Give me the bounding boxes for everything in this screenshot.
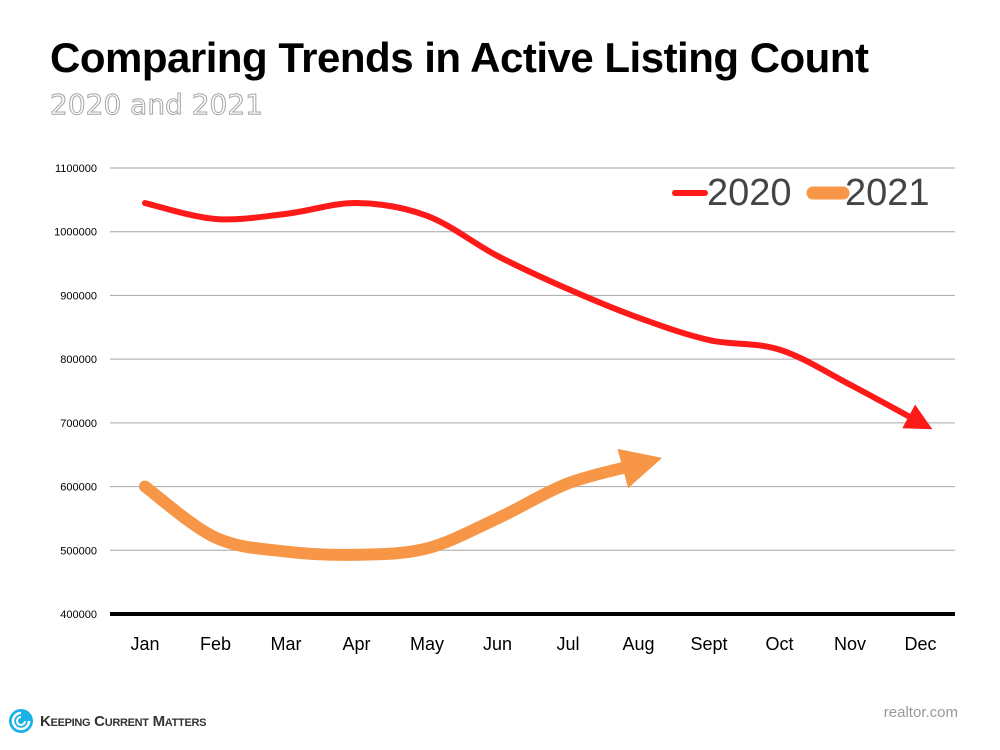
x-tick-label: Dec	[904, 634, 936, 654]
x-tick-label: Mar	[271, 634, 302, 654]
y-tick-label: 400000	[60, 609, 97, 621]
y-tick-label: 700000	[60, 418, 97, 430]
x-tick-label: Feb	[200, 634, 231, 654]
x-tick-label: Jan	[130, 634, 159, 654]
y-tick-label: 1000000	[54, 227, 97, 239]
chart-title: Comparing Trends in Active Listing Count	[50, 34, 869, 81]
x-tick-label: Jul	[556, 634, 579, 654]
source-label: realtor.com	[883, 704, 958, 721]
y-tick-label: 600000	[60, 482, 97, 494]
series-line-2020	[142, 200, 933, 430]
legend-label-2020: 2020	[707, 172, 792, 214]
x-tick-label: Oct	[765, 634, 793, 654]
series-line-2021	[139, 448, 663, 561]
swirl-logo-icon	[9, 709, 33, 733]
y-tick-label: 800000	[60, 354, 97, 366]
y-tick-label: 900000	[60, 290, 97, 302]
x-tick-label: Jun	[483, 634, 512, 654]
x-tick-label: Nov	[834, 634, 866, 654]
chart-subtitle: 2020 and 2021	[50, 88, 264, 122]
x-tick-label: Aug	[622, 634, 654, 654]
brand-name: Keeping Current Matters	[40, 712, 207, 730]
x-tick-label: Apr	[342, 634, 370, 654]
x-tick-label: May	[410, 634, 444, 654]
x-tick-label: Sept	[690, 634, 727, 654]
legend-label-2021: 2021	[845, 172, 930, 214]
y-tick-label: 1100000	[55, 163, 97, 175]
y-tick-label: 500000	[60, 545, 97, 557]
brand-logo: Keeping Current Matters	[8, 708, 206, 734]
